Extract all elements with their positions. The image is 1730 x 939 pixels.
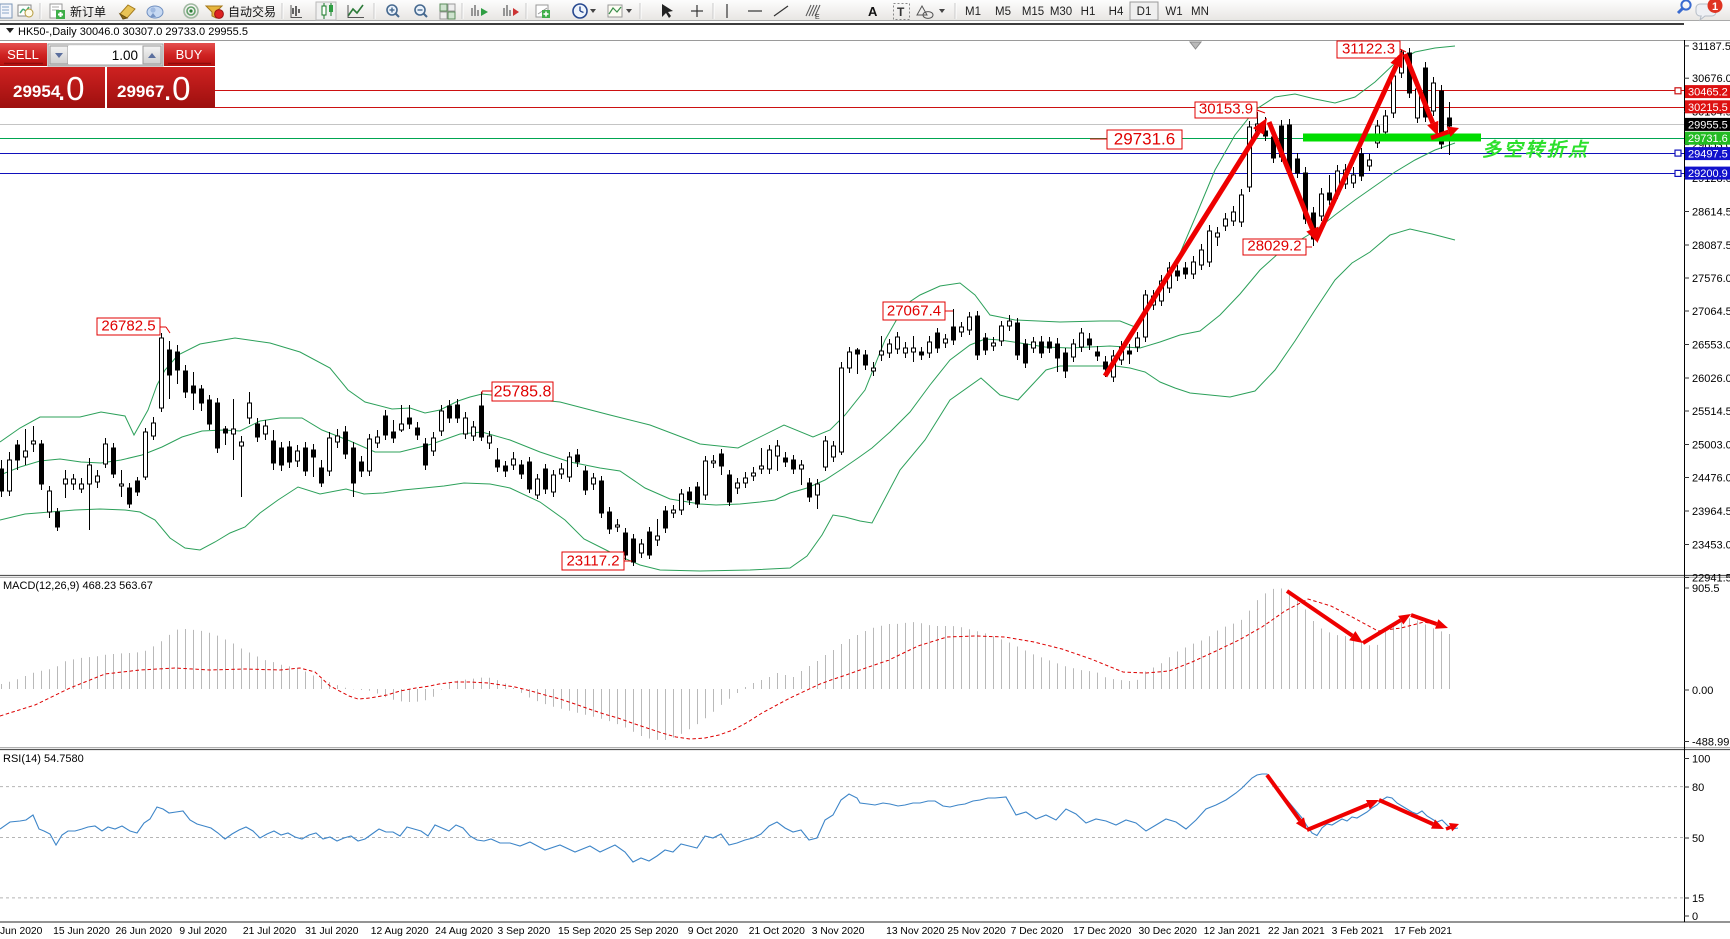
svg-text:3 Nov 2020: 3 Nov 2020 bbox=[812, 926, 865, 937]
svg-text:31 Jul 2020: 31 Jul 2020 bbox=[305, 926, 359, 937]
svg-text:25785.8: 25785.8 bbox=[494, 384, 552, 401]
svg-text:M5: M5 bbox=[995, 6, 1011, 18]
svg-text:A: A bbox=[868, 4, 878, 19]
svg-text:23117.2: 23117.2 bbox=[566, 553, 619, 570]
svg-text:26782.5: 26782.5 bbox=[101, 318, 155, 335]
svg-text:M15: M15 bbox=[1022, 6, 1044, 18]
svg-text:9 Jul 2020: 9 Jul 2020 bbox=[179, 926, 227, 937]
svg-text:29955.5: 29955.5 bbox=[1688, 119, 1728, 131]
svg-text:24476.0: 24476.0 bbox=[1692, 473, 1730, 485]
svg-text:17 Dec 2020: 17 Dec 2020 bbox=[1073, 926, 1132, 937]
svg-text:HK50-,Daily 30046.0 30307.0 2: HK50-,Daily 30046.0 30307.0 29733.0 2995… bbox=[18, 26, 248, 38]
svg-text:100: 100 bbox=[1692, 754, 1710, 766]
svg-text:RSI(14) 54.7580: RSI(14) 54.7580 bbox=[3, 753, 84, 765]
svg-text:BUY: BUY bbox=[176, 47, 203, 62]
svg-text:25003.0: 25003.0 bbox=[1692, 440, 1730, 452]
svg-text:多空转折点: 多空转折点 bbox=[1482, 139, 1590, 161]
svg-text:H4: H4 bbox=[1109, 6, 1124, 18]
svg-text:30 Dec 2020: 30 Dec 2020 bbox=[1138, 926, 1197, 937]
svg-text:26553.0: 26553.0 bbox=[1692, 340, 1730, 352]
svg-text:21 Oct 2020: 21 Oct 2020 bbox=[749, 926, 805, 937]
svg-text:9 Oct 2020: 9 Oct 2020 bbox=[688, 926, 739, 937]
svg-text:26 Jun 2020: 26 Jun 2020 bbox=[115, 926, 172, 937]
svg-text:25514.5: 25514.5 bbox=[1692, 406, 1730, 418]
svg-text:26026.0: 26026.0 bbox=[1692, 373, 1730, 385]
svg-text:.0: .0 bbox=[163, 70, 191, 107]
svg-text:29731.6: 29731.6 bbox=[1114, 130, 1175, 149]
svg-text:15: 15 bbox=[1692, 893, 1704, 905]
svg-text:29200.9: 29200.9 bbox=[1688, 168, 1728, 180]
svg-text:28614.5: 28614.5 bbox=[1692, 207, 1730, 219]
svg-text:1: 1 bbox=[1712, 1, 1718, 13]
svg-text:29731.6: 29731.6 bbox=[1688, 133, 1728, 145]
svg-text:27067.4: 27067.4 bbox=[887, 303, 941, 320]
svg-text:0.00: 0.00 bbox=[1692, 685, 1713, 697]
svg-text:27064.5: 27064.5 bbox=[1692, 306, 1730, 318]
svg-text:31122.3: 31122.3 bbox=[1342, 41, 1395, 58]
svg-text:M1: M1 bbox=[965, 6, 981, 18]
svg-text:17 Feb 2021: 17 Feb 2021 bbox=[1394, 926, 1452, 937]
svg-text:T: T bbox=[897, 5, 905, 19]
svg-text:27576.0: 27576.0 bbox=[1692, 273, 1730, 285]
svg-text:自动交易: 自动交易 bbox=[228, 4, 276, 19]
svg-text:-488.99: -488.99 bbox=[1692, 737, 1729, 749]
svg-text:21 Jul 2020: 21 Jul 2020 bbox=[243, 926, 297, 937]
svg-text:30215.5: 30215.5 bbox=[1688, 102, 1728, 114]
svg-text:28029.2: 28029.2 bbox=[1247, 238, 1301, 255]
svg-text:1.00: 1.00 bbox=[112, 48, 138, 63]
svg-text:29967: 29967 bbox=[117, 82, 164, 101]
svg-text:29497.5: 29497.5 bbox=[1688, 149, 1728, 161]
svg-text:.0: .0 bbox=[57, 70, 85, 107]
svg-text:12 Aug 2020: 12 Aug 2020 bbox=[371, 926, 429, 937]
svg-text:30676.0: 30676.0 bbox=[1692, 73, 1730, 85]
svg-text:MACD(12,26,9) 468.23 563.67: MACD(12,26,9) 468.23 563.67 bbox=[3, 580, 153, 592]
svg-text:23453.0: 23453.0 bbox=[1692, 540, 1730, 552]
svg-text:M30: M30 bbox=[1050, 6, 1072, 18]
svg-text:25 Sep 2020: 25 Sep 2020 bbox=[620, 926, 679, 937]
svg-text:30153.9: 30153.9 bbox=[1199, 101, 1253, 118]
svg-text:22941.5: 22941.5 bbox=[1692, 573, 1730, 585]
svg-text:13 Nov 2020: 13 Nov 2020 bbox=[886, 926, 945, 937]
svg-text:24 Aug 2020: 24 Aug 2020 bbox=[435, 926, 493, 937]
svg-text:31187.5: 31187.5 bbox=[1692, 41, 1730, 53]
svg-text:80: 80 bbox=[1692, 782, 1704, 794]
svg-text:22 Jan 2021: 22 Jan 2021 bbox=[1268, 926, 1325, 937]
svg-text:7 Dec 2020: 7 Dec 2020 bbox=[1011, 926, 1064, 937]
svg-text:H1: H1 bbox=[1081, 6, 1096, 18]
svg-text:Jun 2020: Jun 2020 bbox=[0, 926, 43, 937]
svg-text:MN: MN bbox=[1191, 6, 1209, 18]
svg-text:3 Feb 2021: 3 Feb 2021 bbox=[1332, 926, 1384, 937]
svg-text:SELL: SELL bbox=[7, 47, 39, 62]
svg-text:28087.5: 28087.5 bbox=[1692, 240, 1730, 252]
svg-text:0: 0 bbox=[1692, 911, 1698, 923]
svg-text:29954: 29954 bbox=[13, 82, 61, 101]
svg-text:50: 50 bbox=[1692, 833, 1704, 845]
svg-text:15 Sep 2020: 15 Sep 2020 bbox=[558, 926, 617, 937]
svg-text:15 Jun 2020: 15 Jun 2020 bbox=[53, 926, 110, 937]
svg-text:12 Jan 2021: 12 Jan 2021 bbox=[1204, 926, 1261, 937]
svg-text:E: E bbox=[815, 14, 820, 21]
svg-text:W1: W1 bbox=[1165, 6, 1182, 18]
svg-text:30465.2: 30465.2 bbox=[1688, 87, 1728, 99]
svg-text:23964.5: 23964.5 bbox=[1692, 506, 1730, 518]
svg-text:新订单: 新订单 bbox=[70, 4, 106, 19]
svg-text:905.5: 905.5 bbox=[1692, 583, 1720, 595]
svg-text:3 Sep 2020: 3 Sep 2020 bbox=[498, 926, 551, 937]
svg-text:25 Nov 2020: 25 Nov 2020 bbox=[947, 926, 1006, 937]
svg-text:D1: D1 bbox=[1137, 6, 1152, 18]
